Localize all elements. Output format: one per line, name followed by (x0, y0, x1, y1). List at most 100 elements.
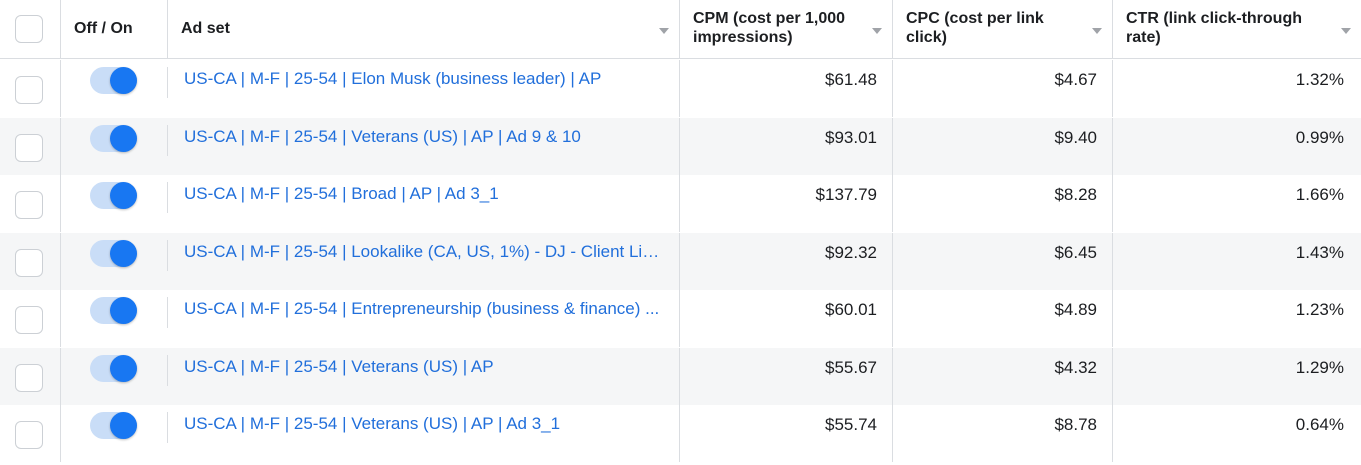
cpc-cell: $6.45 (893, 232, 1113, 290)
toggle-knob (110, 124, 137, 152)
adset-column-label: Ad set (181, 20, 230, 37)
row-select-cell (0, 405, 61, 462)
adset-toggle-switch[interactable] (90, 239, 137, 267)
cpc-value: $6.45 (1054, 242, 1097, 262)
row-checkbox[interactable] (15, 191, 43, 219)
adset-name-cell: US-CA | M-F | 25-54 | Lookalike (CA, US,… (168, 232, 680, 290)
ctr-value: 0.64% (1295, 415, 1344, 434)
sort-caret-icon[interactable] (1092, 28, 1102, 34)
ctr-value: 1.29% (1295, 357, 1344, 377)
column-divider (167, 182, 168, 213)
cpm-value: $93.01 (825, 127, 877, 147)
adset-toggle-switch[interactable] (90, 67, 137, 94)
row-toggle-cell (61, 60, 168, 117)
select-all-checkbox[interactable] (15, 15, 43, 43)
ctr-value: 1.66% (1295, 185, 1344, 204)
adset-column-header[interactable]: Ad set (168, 0, 680, 58)
ctr-value: 1.32% (1295, 70, 1344, 89)
adset-name-cell: US-CA | M-F | 25-54 | Veterans (US) | AP… (168, 405, 680, 462)
cpm-value: $55.74 (825, 415, 877, 434)
row-checkbox[interactable] (15, 248, 43, 277)
cpm-cell: $61.48 (680, 60, 893, 117)
row-checkbox[interactable] (15, 363, 43, 392)
row-toggle-cell (61, 405, 168, 462)
column-divider (167, 297, 168, 328)
toggle-column-label: Off / On (74, 20, 133, 37)
adset-name-link[interactable]: US-CA | M-F | 25-54 | Veterans (US) | AP… (184, 414, 561, 433)
toggle-knob (110, 67, 137, 94)
cpc-value: $4.67 (1054, 70, 1097, 89)
adset-name-link[interactable]: US-CA | M-F | 25-54 | Elon Musk (busines… (184, 69, 602, 88)
adset-name-cell: US-CA | M-F | 25-54 | Veterans (US) | AP (168, 347, 680, 405)
ctr-column-header[interactable]: CTR (link click-through rate) (1113, 0, 1361, 58)
adset-name-link[interactable]: US-CA | M-F | 25-54 | Veterans (US) | AP (184, 356, 494, 376)
cpc-value: $4.89 (1054, 300, 1097, 319)
cpc-value: $8.28 (1054, 185, 1097, 204)
row-select-cell (0, 60, 61, 117)
table-row: US-CA | M-F | 25-54 | Veterans (US) | AP… (0, 347, 1361, 405)
row-select-cell (0, 347, 61, 405)
adset-name-link[interactable]: US-CA | M-F | 25-54 | Entrepreneurship (… (184, 299, 660, 318)
cpm-cell: $137.79 (680, 175, 893, 232)
row-toggle-cell (61, 175, 168, 232)
ctr-cell: 0.99% (1113, 118, 1361, 175)
toggle-knob (110, 239, 137, 267)
sort-caret-icon[interactable] (872, 28, 882, 34)
row-toggle-cell (61, 118, 168, 175)
cpm-value: $92.32 (825, 242, 877, 262)
table-row: US-CA | M-F | 25-54 | Broad | AP | Ad 3_… (0, 175, 1361, 232)
cpc-cell: $8.78 (893, 405, 1113, 462)
sort-caret-icon[interactable] (1341, 28, 1351, 34)
cpm-column-header[interactable]: CPM (cost per 1,000 impressions) (680, 0, 893, 58)
row-toggle-cell (61, 290, 168, 347)
table-row: US-CA | M-F | 25-54 | Entrepreneurship (… (0, 290, 1361, 347)
row-checkbox[interactable] (15, 133, 43, 162)
cpm-cell: $55.74 (680, 405, 893, 462)
cpm-cell: $93.01 (680, 117, 893, 175)
cpm-cell: $60.01 (680, 290, 893, 347)
adset-name-cell: US-CA | M-F | 25-54 | Broad | AP | Ad 3_… (168, 175, 680, 232)
cpm-cell: $55.67 (680, 347, 893, 405)
cpc-column-label: CPC (cost per link click) (906, 10, 1044, 46)
row-select-cell (0, 232, 61, 290)
adset-toggle-switch[interactable] (90, 412, 137, 439)
adset-name-link[interactable]: US-CA | M-F | 25-54 | Broad | AP | Ad 3_… (184, 184, 499, 203)
row-checkbox[interactable] (15, 421, 43, 449)
cpm-value: $60.01 (825, 300, 877, 319)
ctr-cell: 1.29% (1113, 348, 1361, 405)
adset-name-link[interactable]: US-CA | M-F | 25-54 | Veterans (US) | AP… (184, 126, 581, 146)
adset-toggle-switch[interactable] (90, 182, 137, 209)
cpc-cell: $8.28 (893, 175, 1113, 232)
cpm-value: $55.67 (825, 357, 877, 377)
table-row: US-CA | M-F | 25-54 | Lookalike (CA, US,… (0, 232, 1361, 290)
adset-name-link[interactable]: US-CA | M-F | 25-54 | Lookalike (CA, US,… (184, 241, 660, 261)
row-checkbox[interactable] (15, 306, 43, 334)
cpc-cell: $4.67 (893, 60, 1113, 117)
ctr-cell: 1.43% (1113, 233, 1361, 290)
adset-toggle-switch[interactable] (90, 297, 137, 324)
cpc-value: $4.32 (1054, 357, 1097, 377)
sort-caret-icon[interactable] (659, 28, 669, 34)
column-divider (167, 354, 168, 386)
row-select-cell (0, 175, 61, 232)
ctr-column-label: CTR (link click-through rate) (1126, 10, 1302, 46)
column-divider (167, 239, 168, 271)
row-checkbox[interactable] (15, 76, 43, 104)
cpc-column-header[interactable]: CPC (cost per link click) (893, 0, 1113, 58)
cpc-cell: $9.40 (893, 117, 1113, 175)
cpc-value: $8.78 (1054, 415, 1097, 434)
row-select-cell (0, 117, 61, 175)
adset-toggle-switch[interactable] (90, 354, 137, 382)
toggle-knob (110, 412, 137, 439)
toggle-knob (110, 182, 137, 209)
cpm-column-label: CPM (cost per 1,000 impressions) (693, 10, 846, 46)
row-toggle-cell (61, 233, 168, 290)
adset-toggle-switch[interactable] (90, 124, 137, 152)
adset-name-cell: US-CA | M-F | 25-54 | Elon Musk (busines… (168, 60, 680, 117)
ctr-cell: 0.64% (1113, 405, 1361, 462)
adset-name-cell: US-CA | M-F | 25-54 | Entrepreneurship (… (168, 290, 680, 347)
adset-name-cell: US-CA | M-F | 25-54 | Veterans (US) | AP… (168, 117, 680, 175)
cpm-cell: $92.32 (680, 232, 893, 290)
table-row: US-CA | M-F | 25-54 | Veterans (US) | AP… (0, 405, 1361, 462)
